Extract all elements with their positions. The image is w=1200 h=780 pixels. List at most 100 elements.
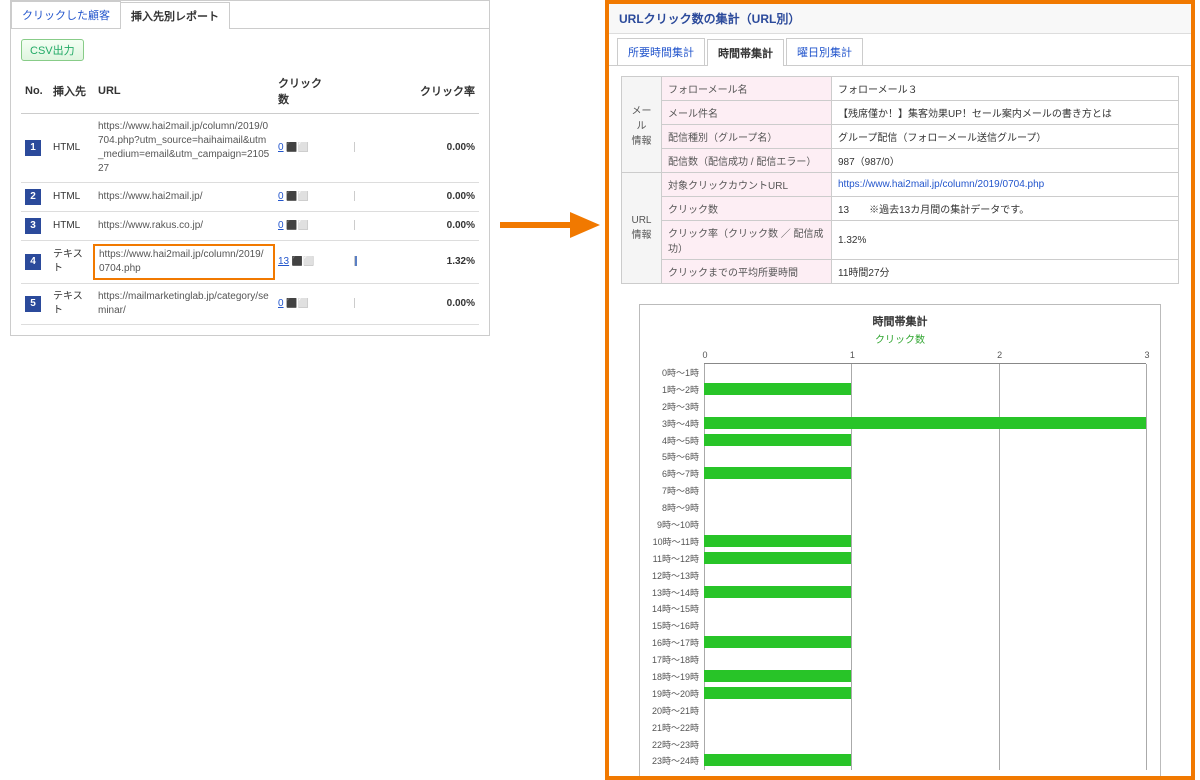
detail-header: URLクリック数の集計（URL別） bbox=[609, 4, 1191, 34]
info-label: クリック数 bbox=[662, 197, 832, 221]
y-category-label: 12時～13時 bbox=[644, 569, 699, 582]
chart-row: 16時～17時 bbox=[704, 634, 1146, 651]
row-number-badge: 4 bbox=[25, 254, 41, 270]
row-type: HTML bbox=[49, 183, 94, 212]
y-category-label: 1時～2時 bbox=[644, 383, 699, 396]
row-url[interactable]: https://www.hai2mail.jp/column/2019/0704… bbox=[94, 114, 274, 183]
chart-row: 3時～4時 bbox=[704, 415, 1146, 432]
mini-bar bbox=[354, 220, 444, 230]
chart-icon: ⬛⬜ bbox=[286, 298, 308, 308]
y-category-label: 20時～21時 bbox=[644, 704, 699, 717]
tab-clicked-customers[interactable]: クリックした顧客 bbox=[11, 1, 121, 28]
y-category-label: 9時～10時 bbox=[644, 518, 699, 531]
row-number-badge: 5 bbox=[25, 296, 41, 312]
table-row: 5 テキストhttps://mailmarketinglab.jp/categor… bbox=[21, 284, 479, 325]
y-category-label: 10時～11時 bbox=[644, 535, 699, 548]
y-category-label: 21時～22時 bbox=[644, 721, 699, 734]
row-number-badge: 2 bbox=[25, 189, 41, 205]
row-clicks[interactable]: 0 ⬛⬜ bbox=[274, 212, 329, 241]
info-label: 配信種別（グループ名） bbox=[662, 125, 832, 149]
gridline: 3 bbox=[1146, 364, 1147, 770]
chart-row: 7時～8時 bbox=[704, 482, 1146, 499]
arrow-icon bbox=[500, 210, 600, 240]
chart-row: 2時～3時 bbox=[704, 398, 1146, 415]
row-url[interactable]: https://mailmarketinglab.jp/category/sem… bbox=[94, 284, 274, 325]
row-url[interactable]: https://www.hai2mail.jp/column/2019/0704… bbox=[94, 241, 274, 284]
chart-row: 22時～23時 bbox=[704, 736, 1146, 753]
info-group-label: メール情報 bbox=[622, 77, 662, 173]
info-row: クリックまでの平均所要時間11時間27分 bbox=[622, 260, 1179, 284]
row-clicks[interactable]: 0 ⬛⬜ bbox=[274, 114, 329, 183]
info-row: 配信数（配信成功 / 配信エラー）987（987/0） bbox=[622, 149, 1179, 173]
hourly-chart: 時間帯集計 クリック数 01230時～1時1時～2時2時～3時3時～4時4時～5… bbox=[639, 304, 1161, 779]
mini-bar bbox=[354, 191, 444, 201]
info-link[interactable]: https://www.hai2mail.jp/column/2019/0704… bbox=[838, 179, 1044, 190]
highlighted-url[interactable]: https://www.hai2mail.jp/column/2019/0704… bbox=[93, 244, 275, 280]
row-rate: 0.00% bbox=[329, 183, 479, 212]
report-table: No. 挿入先 URL クリック数 クリック率 1HTMLhttps://www… bbox=[21, 69, 479, 325]
y-category-label: 16時～17時 bbox=[644, 636, 699, 649]
row-rate: 0.00% bbox=[329, 212, 479, 241]
mini-bar bbox=[354, 298, 444, 308]
row-clicks[interactable]: 13 ⬛⬜ bbox=[274, 241, 329, 284]
chart-row: 11時～12時 bbox=[704, 550, 1146, 567]
row-rate: 0.00% bbox=[329, 114, 479, 183]
row-number-badge: 1 bbox=[25, 140, 41, 156]
row-clicks[interactable]: 0 ⬛⬜ bbox=[274, 284, 329, 325]
tab-hourly[interactable]: 時間帯集計 bbox=[707, 39, 784, 66]
chart-row: 12時～13時 bbox=[704, 567, 1146, 584]
table-row: 3HTMLhttps://www.rakus.co.jp/0 ⬛⬜ 0.00% bbox=[21, 212, 479, 241]
row-type: テキスト bbox=[49, 241, 94, 284]
chart-subtitle: クリック数 bbox=[644, 331, 1156, 346]
tab-duration[interactable]: 所要時間集計 bbox=[617, 38, 705, 65]
info-label: クリック率（クリック数 ／ 配信成功） bbox=[662, 221, 832, 260]
chart-row: 13時～14時 bbox=[704, 584, 1146, 601]
chart-row: 18時～19時 bbox=[704, 668, 1146, 685]
chart-icon: ⬛⬜ bbox=[286, 191, 308, 201]
url-click-detail-panel: URLクリック数の集計（URL別） 所要時間集計 時間帯集計 曜日別集計 メール… bbox=[605, 0, 1195, 780]
chart-icon: ⬛⬜ bbox=[286, 142, 308, 152]
info-label: フォローメール名 bbox=[662, 77, 832, 101]
tab-insert-report[interactable]: 挿入先別レポート bbox=[120, 2, 230, 29]
info-group-label: URL情報 bbox=[622, 173, 662, 284]
y-category-label: 13時～14時 bbox=[644, 586, 699, 599]
insert-report-panel: クリックした顧客 挿入先別レポート CSV出力 No. 挿入先 URL クリック… bbox=[10, 0, 490, 336]
y-category-label: 11時～12時 bbox=[644, 552, 699, 565]
y-category-label: 6時～7時 bbox=[644, 467, 699, 480]
y-category-label: 5時～6時 bbox=[644, 450, 699, 463]
y-category-label: 18時～19時 bbox=[644, 670, 699, 683]
row-type: HTML bbox=[49, 114, 94, 183]
info-value: フォローメール３ bbox=[832, 77, 1179, 101]
chart-bar bbox=[704, 586, 851, 598]
y-category-label: 4時～5時 bbox=[644, 434, 699, 447]
chart-bar bbox=[704, 636, 851, 648]
y-category-label: 14時～15時 bbox=[644, 602, 699, 615]
tab-weekday[interactable]: 曜日別集計 bbox=[786, 38, 863, 65]
y-category-label: 19時～20時 bbox=[644, 687, 699, 700]
row-rate: 0.00% bbox=[329, 284, 479, 325]
col-type: 挿入先 bbox=[49, 69, 94, 114]
info-label: 対象クリックカウントURL bbox=[662, 173, 832, 197]
y-category-label: 23時～24時 bbox=[644, 754, 699, 767]
col-url: URL bbox=[94, 69, 274, 114]
chart-row: 1時～2時 bbox=[704, 381, 1146, 398]
table-row: 2 HTMLhttps://www.hai2mail.jp/0 ⬛⬜ 0.00% bbox=[21, 183, 479, 212]
chart-row: 15時～16時 bbox=[704, 617, 1146, 634]
row-url[interactable]: https://www.hai2mail.jp/ bbox=[94, 183, 274, 212]
row-type: テキスト bbox=[49, 284, 94, 325]
row-url[interactable]: https://www.rakus.co.jp/ bbox=[94, 212, 274, 241]
row-clicks[interactable]: 0 ⬛⬜ bbox=[274, 183, 329, 212]
y-category-label: 2時～3時 bbox=[644, 400, 699, 413]
col-clicks: クリック数 bbox=[274, 69, 329, 114]
info-row: URL情報対象クリックカウントURLhttps://www.hai2mail.j… bbox=[622, 173, 1179, 197]
chart-row: 23時～24時 bbox=[704, 752, 1146, 769]
csv-export-button[interactable]: CSV出力 bbox=[21, 39, 84, 61]
chart-bar bbox=[704, 552, 851, 564]
row-number-badge: 3 bbox=[25, 218, 41, 234]
info-value: 13 ※過去13カ月間の集計データです。 bbox=[832, 197, 1179, 221]
chart-title: 時間帯集計 bbox=[644, 313, 1156, 329]
col-rate: クリック率 bbox=[329, 69, 479, 114]
table-row: 4 テキストhttps://www.hai2mail.jp/column/2019… bbox=[21, 241, 479, 284]
info-row: 配信種別（グループ名）グループ配信（フォローメール送信グループ） bbox=[622, 125, 1179, 149]
info-row: クリック数13 ※過去13カ月間の集計データです。 bbox=[622, 197, 1179, 221]
